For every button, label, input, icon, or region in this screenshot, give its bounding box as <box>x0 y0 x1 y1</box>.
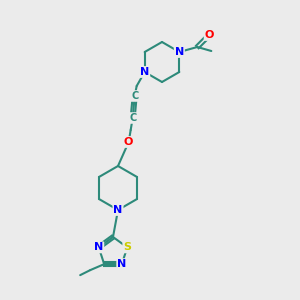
Text: O: O <box>205 30 214 40</box>
Text: N: N <box>175 47 184 57</box>
Text: N: N <box>94 242 104 252</box>
Text: S: S <box>123 242 131 252</box>
Text: N: N <box>140 67 149 77</box>
Text: C: C <box>129 113 136 123</box>
Text: N: N <box>113 205 123 215</box>
Text: O: O <box>124 137 134 147</box>
Text: C: C <box>131 91 138 101</box>
Text: N: N <box>117 259 126 269</box>
